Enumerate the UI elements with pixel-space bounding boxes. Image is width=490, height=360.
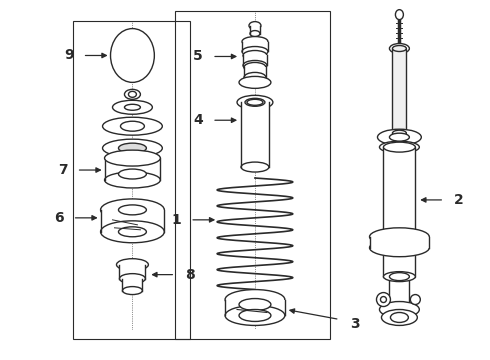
Bar bbox=[225, 300, 285, 315]
Ellipse shape bbox=[384, 272, 416, 282]
Bar bbox=[73, 21, 190, 339]
Bar bbox=[241, 102, 269, 167]
Ellipse shape bbox=[237, 95, 273, 109]
Ellipse shape bbox=[225, 306, 285, 325]
Text: 9: 9 bbox=[64, 49, 74, 63]
Ellipse shape bbox=[241, 162, 269, 172]
Ellipse shape bbox=[250, 31, 260, 37]
Bar bbox=[250, 26, 260, 33]
Ellipse shape bbox=[119, 143, 147, 153]
Ellipse shape bbox=[239, 298, 271, 310]
Ellipse shape bbox=[242, 37, 268, 46]
Ellipse shape bbox=[244, 72, 266, 82]
Bar bbox=[392, 49, 406, 133]
Bar bbox=[242, 41, 268, 51]
Bar bbox=[100, 210, 164, 232]
Ellipse shape bbox=[117, 259, 148, 271]
Ellipse shape bbox=[239, 310, 271, 321]
Text: 3: 3 bbox=[350, 318, 359, 332]
Bar bbox=[390, 276, 409, 311]
Ellipse shape bbox=[376, 293, 391, 306]
Ellipse shape bbox=[104, 172, 160, 188]
Ellipse shape bbox=[119, 169, 147, 179]
Ellipse shape bbox=[244, 62, 266, 72]
Ellipse shape bbox=[102, 117, 162, 135]
Ellipse shape bbox=[104, 150, 160, 166]
Ellipse shape bbox=[382, 310, 417, 325]
Ellipse shape bbox=[121, 149, 145, 165]
Ellipse shape bbox=[100, 199, 164, 221]
Ellipse shape bbox=[111, 28, 154, 82]
Ellipse shape bbox=[239, 76, 271, 88]
Ellipse shape bbox=[122, 287, 143, 294]
Ellipse shape bbox=[379, 302, 419, 318]
Text: 5: 5 bbox=[194, 49, 203, 63]
Ellipse shape bbox=[247, 99, 263, 105]
Ellipse shape bbox=[384, 142, 416, 152]
Ellipse shape bbox=[126, 153, 138, 161]
Ellipse shape bbox=[249, 22, 261, 30]
Text: 7: 7 bbox=[58, 163, 68, 177]
Bar bbox=[175, 11, 330, 339]
Ellipse shape bbox=[245, 98, 265, 106]
Ellipse shape bbox=[119, 227, 147, 237]
Bar bbox=[244, 67, 266, 77]
Ellipse shape bbox=[369, 228, 429, 246]
Ellipse shape bbox=[390, 44, 409, 54]
Ellipse shape bbox=[243, 60, 267, 71]
Ellipse shape bbox=[379, 141, 419, 153]
Text: 1: 1 bbox=[172, 213, 181, 227]
Text: 8: 8 bbox=[185, 267, 195, 282]
Bar bbox=[122, 279, 143, 291]
Bar bbox=[104, 158, 160, 180]
Bar bbox=[243, 55, 267, 66]
Ellipse shape bbox=[395, 10, 403, 20]
Ellipse shape bbox=[410, 294, 420, 305]
Bar bbox=[369, 237, 429, 248]
Ellipse shape bbox=[390, 273, 409, 280]
Text: 4: 4 bbox=[194, 113, 203, 127]
Ellipse shape bbox=[121, 121, 145, 131]
Ellipse shape bbox=[390, 133, 409, 141]
Ellipse shape bbox=[369, 239, 429, 257]
Bar bbox=[384, 147, 416, 276]
Ellipse shape bbox=[242, 46, 268, 57]
Ellipse shape bbox=[243, 50, 267, 60]
Text: 6: 6 bbox=[54, 211, 64, 225]
Ellipse shape bbox=[392, 130, 406, 136]
Ellipse shape bbox=[124, 89, 141, 99]
Ellipse shape bbox=[377, 129, 421, 145]
Text: 2: 2 bbox=[454, 193, 464, 207]
Ellipse shape bbox=[119, 205, 147, 215]
Ellipse shape bbox=[225, 289, 285, 310]
Ellipse shape bbox=[120, 274, 146, 284]
Ellipse shape bbox=[113, 100, 152, 114]
Bar bbox=[120, 265, 146, 279]
Ellipse shape bbox=[380, 297, 387, 302]
Ellipse shape bbox=[392, 45, 406, 51]
Ellipse shape bbox=[102, 139, 162, 157]
Ellipse shape bbox=[100, 221, 164, 243]
Ellipse shape bbox=[128, 91, 136, 97]
Ellipse shape bbox=[124, 104, 141, 110]
Ellipse shape bbox=[391, 312, 408, 323]
